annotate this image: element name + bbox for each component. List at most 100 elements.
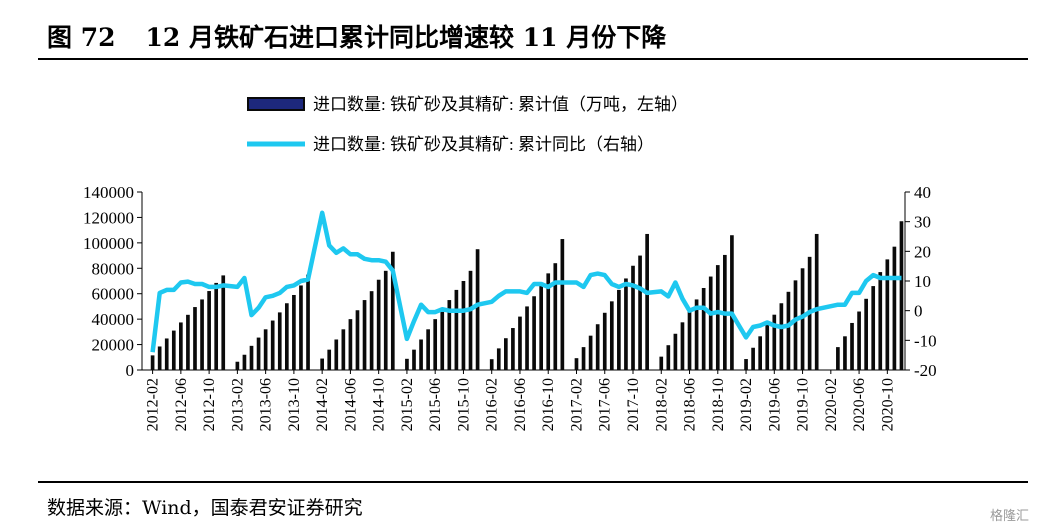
bar [164,338,169,370]
y-right-tick-label: -10 [914,331,937,350]
watermark: 格隆汇 [989,509,1029,524]
bar [412,349,416,370]
bar [299,285,303,370]
chart: 进口数量: 铁矿砂及其精矿: 累计值（万吨，左轴） 进口数量: 铁矿砂及其精矿:… [83,95,937,431]
x-tick-label: 2018-02 [653,378,670,431]
bar [461,281,466,370]
x-tick-label: 2014-02 [314,378,331,431]
bar [362,300,367,370]
bar [433,319,438,370]
x-tick-label: 2019-10 [795,378,812,431]
x-tick-label: 2014-06 [342,378,359,431]
bar [539,284,543,370]
bar [885,259,890,370]
bar [525,306,529,370]
top-rule [38,58,1028,60]
x-tick-label: 2018-10 [710,378,727,431]
bar [200,299,204,370]
y-left-tick-label: 20000 [92,336,135,355]
bar [327,349,332,370]
bar [744,359,748,370]
bar [405,358,409,370]
bar [376,279,381,370]
x-tick-label: 2017-02 [568,378,585,431]
bar [369,291,374,370]
x-tick-label: 2017-06 [597,378,614,431]
bar [504,338,508,370]
bar [221,275,226,370]
bar [793,280,798,370]
y-left-tick-label: 120000 [83,208,134,227]
yoy-growth-line [150,210,902,353]
bar-series [150,221,904,370]
line-series [150,210,902,353]
bar [765,324,770,370]
bar [857,311,861,370]
bar [638,255,642,370]
bar [179,322,183,370]
y-left-tick-label: 40000 [92,310,135,329]
bottom-rule [38,481,1028,483]
bar [150,355,155,370]
figure-title-text: 12 月铁矿石进口累计同比增速较 11 月份下降 [145,23,667,52]
bar [518,316,522,370]
bar [334,339,339,370]
x-tick-label: 2017-10 [625,378,642,431]
figure-title: 图 72 12 月铁矿石进口累计同比增速较 11 月份下降 [47,18,696,54]
bar [426,329,430,370]
bar [758,336,763,370]
bar [645,233,649,370]
bar [800,268,805,370]
bar [320,358,324,370]
y-left-tick-label: 80000 [92,259,135,278]
bar [355,310,360,370]
x-tick-label: 2020-10 [879,378,896,431]
bar [186,314,190,370]
bar [496,348,501,370]
bar [292,294,296,370]
x-tick-label: 2016-06 [512,378,529,431]
bar [193,307,197,370]
bar [306,274,310,370]
bar [249,345,254,370]
bar [235,361,240,370]
x-tick-label: 2016-02 [484,378,501,431]
x-tick-label: 2018-06 [682,378,699,431]
bar [348,319,353,370]
x-tick-label: 2012-10 [201,378,218,431]
bar [843,336,847,370]
x-tick-label: 2020-02 [823,378,840,431]
bar [836,347,840,370]
bar [779,303,784,370]
bar [666,345,671,370]
bar [701,287,706,370]
bar [242,354,247,370]
bar [553,263,558,370]
axes: 0 20000 40000 60000 80000 100000 120000 140000 -… [83,183,937,380]
bar [383,270,388,370]
bar [730,235,734,370]
bar [447,300,452,370]
y-left-tick-label: 100000 [83,234,134,253]
legend: 进口数量: 铁矿砂及其精矿: 累计值（万吨，左轴） 进口数量: 铁矿砂及其精矿:… [247,95,688,154]
bar [864,298,868,370]
bar [489,359,494,370]
bar [468,270,473,370]
bar [602,312,607,370]
bar [284,303,289,370]
bar [680,322,685,370]
bar [419,339,423,370]
bar [157,346,162,370]
figure-number: 图 72 [47,23,116,52]
bar [341,329,346,370]
y-right-tick-label: 0 [914,302,923,321]
bar [581,347,586,370]
x-tick-label: 2013-02 [229,378,246,431]
bar [390,251,395,370]
x-tick-label: 2012-02 [145,378,162,431]
y-left-tick-label: 0 [126,361,135,380]
bar [270,320,275,370]
x-tick-label: 2013-06 [258,378,275,431]
y-left-tick-label: 60000 [92,285,135,304]
y-right-tick-label: 20 [914,242,931,261]
